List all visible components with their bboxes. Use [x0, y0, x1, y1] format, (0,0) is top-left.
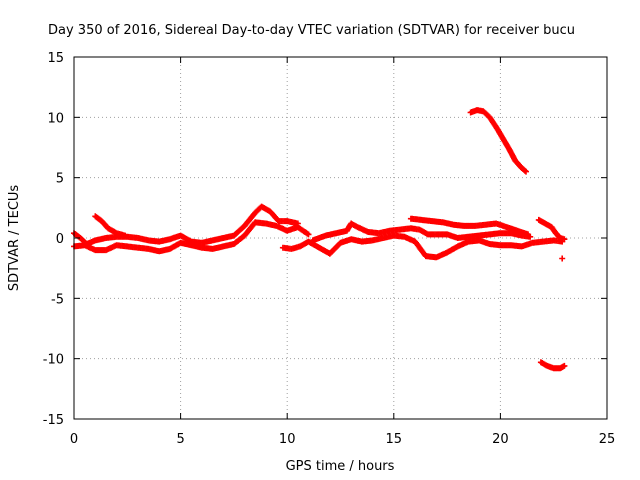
data-point	[305, 231, 312, 238]
data-point	[294, 220, 301, 227]
series-track-9	[537, 359, 568, 372]
series-track-7	[467, 107, 529, 175]
data-point	[559, 255, 566, 262]
series-track-6	[407, 215, 532, 238]
series-track-10	[559, 255, 566, 262]
x-axis-tick-labels: 0 5 10 15 20 25	[70, 432, 615, 447]
y-tick-label: -15	[43, 413, 64, 428]
x-tick-label: 25	[599, 432, 616, 447]
y-axis-tick-labels: -15 -10 -5 0 5 10 15	[43, 51, 64, 428]
data-point	[561, 236, 568, 243]
y-tick-label: 5	[56, 172, 64, 187]
x-tick-label: 20	[492, 432, 509, 447]
x-tick-label: 10	[279, 432, 296, 447]
x-tick-label: 15	[386, 432, 403, 447]
data-point	[122, 232, 129, 239]
data-point	[521, 167, 528, 174]
y-tick-label: -10	[43, 353, 64, 368]
data-series	[71, 107, 568, 372]
chart-title: Day 350 of 2016, Sidereal Day-to-day VTE…	[48, 23, 575, 38]
y-tick-label: 0	[56, 232, 64, 247]
y-tick-label: 10	[47, 111, 64, 126]
y-tick-label: -5	[51, 292, 64, 307]
series-track-5	[309, 220, 534, 244]
x-axis-label: GPS time / hours	[286, 459, 395, 474]
x-tick-label: 5	[176, 432, 184, 447]
data-point	[561, 362, 568, 369]
data-point	[523, 168, 529, 175]
x-tick-label: 0	[70, 432, 78, 447]
series-track-3	[92, 213, 129, 239]
axis-ticks	[73, 56, 608, 420]
data-point	[525, 231, 532, 238]
y-tick-label: 15	[47, 51, 64, 66]
y-axis-label: SDTVAR / TECUs	[7, 185, 22, 292]
series-track-8	[535, 216, 568, 243]
